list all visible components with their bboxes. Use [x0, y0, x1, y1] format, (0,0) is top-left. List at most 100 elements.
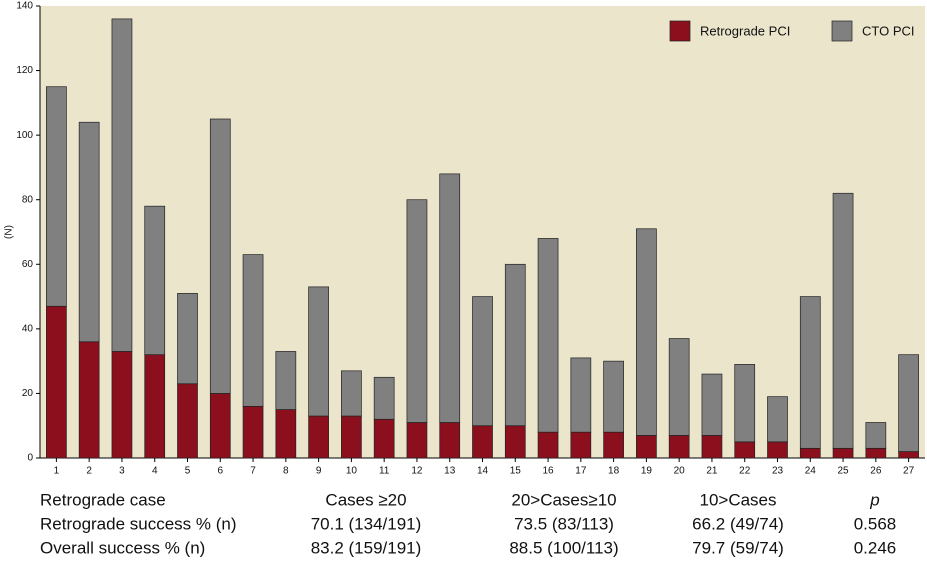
bar-segment: [570, 431, 592, 459]
bar-segment: [209, 393, 231, 459]
table-cell: 79.7 (59/74): [692, 538, 784, 557]
bar-segment: [406, 199, 428, 423]
y-axis-label: (N): [4, 225, 15, 239]
y-tick-label: 0: [27, 453, 33, 464]
x-tick-label: 2: [86, 466, 92, 477]
table-cell: p: [869, 490, 879, 509]
bar-segment: [341, 415, 362, 459]
table-cell: 70.1 (134/191): [311, 514, 422, 533]
bar-segment: [439, 173, 461, 423]
bar-segment: [111, 351, 133, 459]
bar-segment: [177, 383, 198, 459]
x-tick-label: 7: [250, 466, 256, 477]
bar-segment: [46, 305, 67, 459]
y-tick-label: 20: [22, 388, 34, 399]
bar-segment: [78, 121, 100, 343]
legend-swatch: [831, 20, 853, 42]
x-tick-label: 5: [185, 466, 191, 477]
x-tick-label: 15: [510, 466, 522, 477]
bar-segment: [209, 118, 231, 394]
x-tick-label: 21: [706, 466, 718, 477]
table-cell: Cases ≥20: [325, 490, 406, 509]
bar-segment: [603, 431, 624, 459]
table-cell: Overall success % (n): [40, 538, 205, 557]
x-tick-label: 22: [739, 466, 751, 477]
table-cell: 73.5 (83/113): [514, 514, 614, 533]
bar-segment: [406, 422, 428, 459]
bar-segment: [275, 351, 297, 410]
x-tick-label: 23: [772, 466, 784, 477]
table-cell: 88.5 (100/113): [509, 538, 618, 557]
table-cell: Retrograde success % (n): [40, 514, 237, 533]
bar-segment: [308, 286, 329, 417]
bar-segment: [865, 422, 887, 449]
bar-segment: [78, 341, 100, 459]
x-tick-label: 20: [674, 466, 686, 477]
bar-segment: [373, 376, 395, 420]
bar-segment: [537, 238, 559, 433]
bar-segment: [308, 415, 329, 459]
bar-segment: [701, 373, 723, 436]
x-tick-label: 10: [346, 466, 358, 477]
legend-label: Retrograde PCI: [700, 23, 790, 38]
bar-segment: [734, 441, 756, 459]
x-tick-label: 4: [152, 466, 158, 477]
bar-segment: [570, 357, 592, 433]
bar-segment: [242, 405, 264, 459]
bar-segment: [832, 192, 854, 449]
bar-segment: [799, 447, 821, 459]
x-tick-label: 25: [837, 466, 849, 477]
x-tick-label: 16: [542, 466, 554, 477]
bar-segment: [865, 447, 887, 459]
bar-segment: [734, 364, 756, 443]
bar-segment: [472, 425, 493, 459]
bar-segment: [537, 431, 559, 459]
bar-segment: [504, 425, 526, 459]
bar-segment: [46, 86, 67, 307]
bar-segment: [341, 370, 362, 417]
x-tick-label: 12: [411, 466, 423, 477]
x-tick-label: 13: [444, 466, 456, 477]
bar-segment: [832, 447, 854, 459]
x-tick-label: 18: [608, 466, 620, 477]
legend-swatch: [669, 20, 691, 42]
bar-segment: [898, 354, 919, 452]
y-tick-label: 120: [16, 65, 33, 76]
x-tick-label: 9: [316, 466, 322, 477]
x-tick-label: 1: [54, 466, 60, 477]
table-cell: Retrograde case: [40, 490, 166, 509]
x-tick-label: 24: [805, 466, 817, 477]
x-tick-label: 26: [870, 466, 882, 477]
table-cell: 20>Cases≥10: [511, 490, 616, 509]
bar-segment: [767, 396, 788, 443]
bar-segment: [799, 296, 821, 449]
bar-segment: [668, 338, 690, 436]
bar-segment: [767, 441, 788, 459]
x-tick-label: 27: [903, 466, 915, 477]
x-tick-label: 8: [283, 466, 289, 477]
legend-label: CTO PCI: [862, 23, 915, 38]
bar-segment: [898, 451, 919, 459]
x-tick-label: 19: [641, 466, 653, 477]
bar-segment: [242, 254, 264, 407]
x-tick-label: 14: [477, 466, 489, 477]
bar-segment: [603, 360, 624, 433]
bar-segment: [111, 18, 133, 352]
bar-segment: [701, 435, 723, 459]
bar-segment: [636, 435, 657, 459]
x-tick-label: 6: [217, 466, 223, 477]
bar-segment: [177, 292, 198, 385]
bar-segment: [504, 263, 526, 427]
bar-segment: [636, 228, 657, 436]
table-cell: 83.2 (159/191): [311, 538, 422, 557]
y-tick-label: 80: [22, 194, 34, 205]
y-tick-label: 40: [22, 323, 34, 334]
bar-segment: [275, 409, 297, 459]
bar-segment: [472, 296, 493, 427]
y-tick-label: 100: [16, 130, 33, 141]
bar-segment: [668, 435, 690, 459]
bar-segment: [144, 205, 166, 356]
table-cell: 10>Cases: [699, 490, 776, 509]
table-cell: 0.246: [854, 538, 897, 557]
